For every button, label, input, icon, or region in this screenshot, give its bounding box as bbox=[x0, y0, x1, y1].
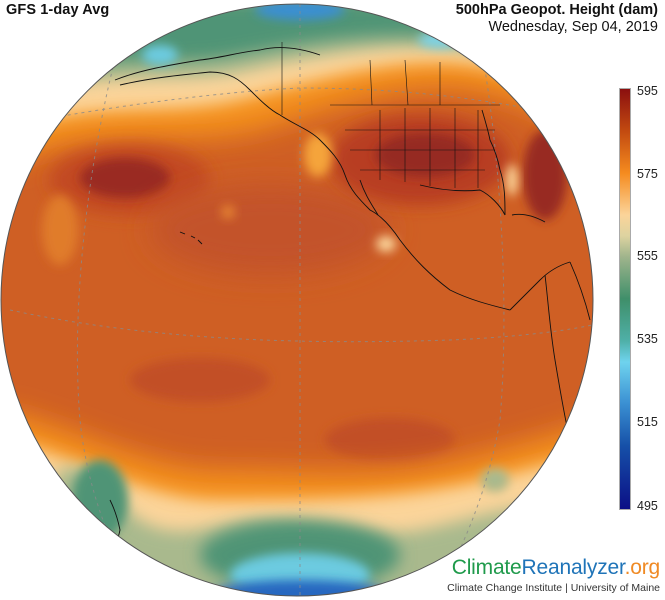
colorbar-tick-515: 515 bbox=[637, 415, 658, 429]
chart-title-block: 500hPa Geopot. Height (dam) Wednesday, S… bbox=[456, 2, 658, 36]
institution-subtitle: Climate Change Institute | University of… bbox=[447, 582, 660, 594]
colorbar-tick-535: 535 bbox=[637, 332, 658, 346]
coastlines bbox=[109, 47, 591, 549]
graticule bbox=[9, 4, 593, 596]
variable-title: 500hPa Geopot. Height (dam) bbox=[455, 2, 658, 18]
political-boundaries bbox=[281, 42, 500, 188]
geopotential-field bbox=[1, 4, 593, 596]
climate-reanalyzer-logo[interactable]: ClimateReanalyzer.org bbox=[447, 556, 660, 580]
model-title: GFS 1-day Avg bbox=[6, 2, 110, 18]
logo-part-climate: Climate bbox=[451, 556, 522, 579]
colorbar-tick-595: 595 bbox=[637, 84, 658, 98]
logo-part-reanalyzer: Reanalyzer bbox=[521, 556, 625, 579]
colorbar-tick-555: 555 bbox=[637, 249, 658, 263]
date-label: Wednesday, Sep 04, 2019 bbox=[488, 19, 658, 35]
logo-part-org: .org bbox=[624, 556, 661, 579]
colorbar bbox=[619, 88, 631, 510]
globe-outline bbox=[0, 3, 594, 597]
colorbar-tick-495: 495 bbox=[637, 499, 658, 513]
globe-map bbox=[0, 3, 594, 597]
branding: ClimateReanalyzer.org Climate Change Ins… bbox=[447, 556, 660, 594]
colorbar-tick-575: 575 bbox=[637, 167, 658, 181]
